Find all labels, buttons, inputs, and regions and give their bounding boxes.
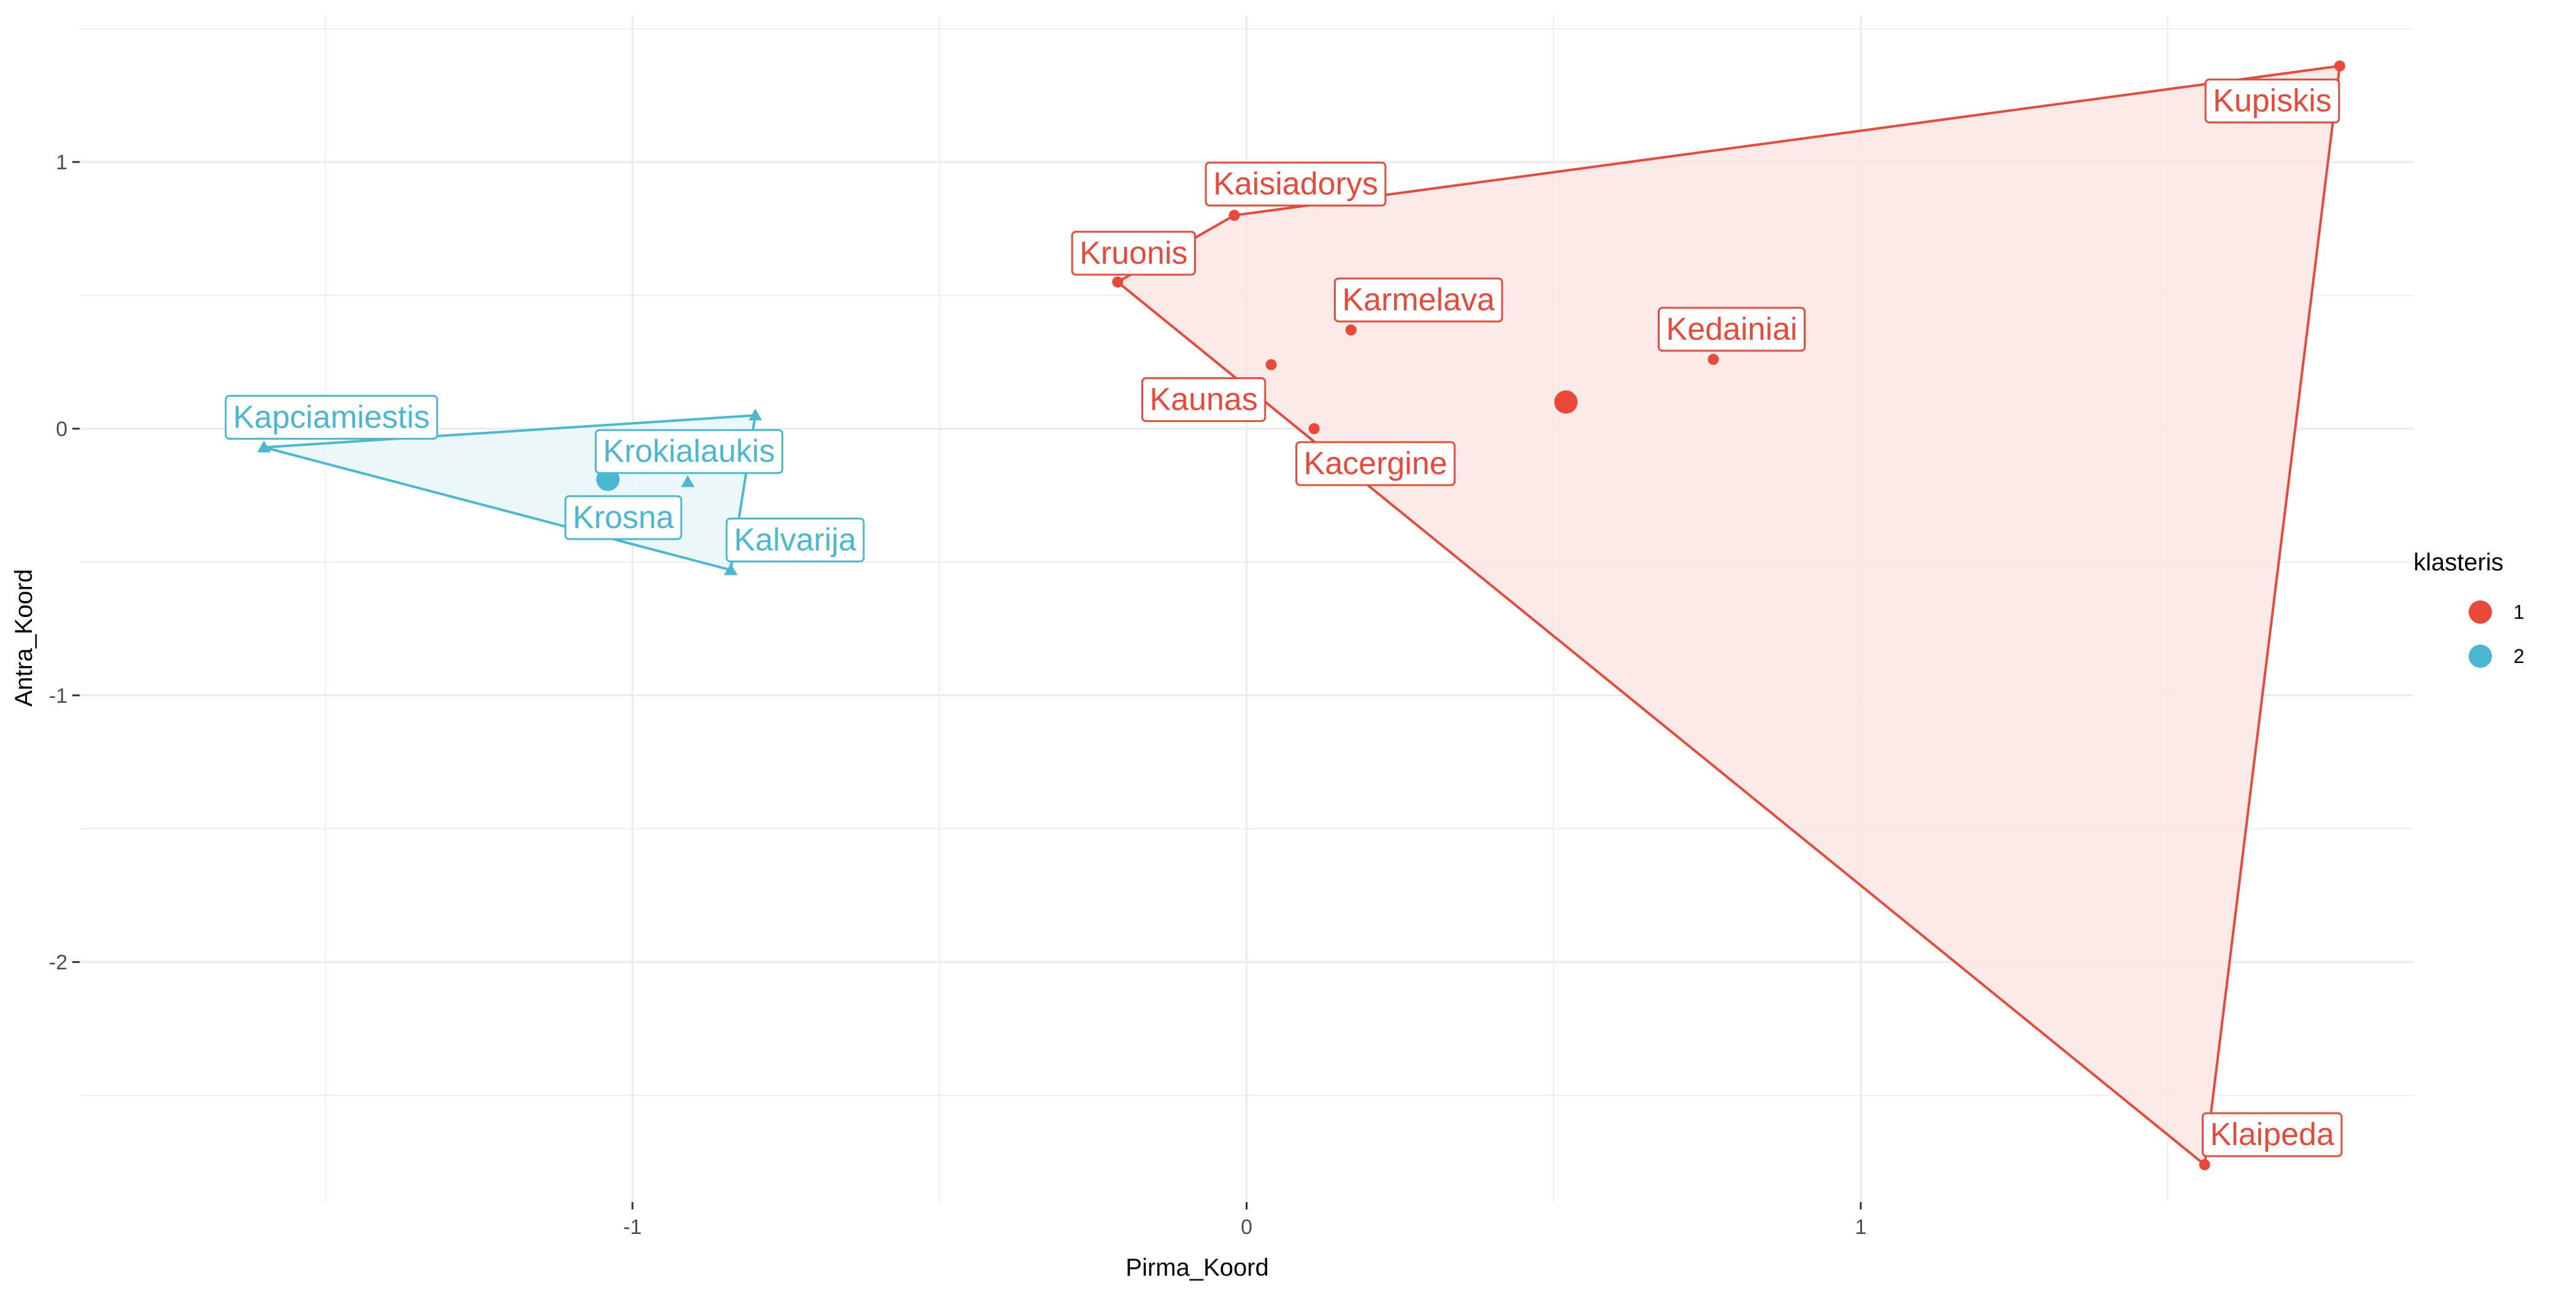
point-label-klaipeda: Klaipeda	[2201, 1112, 2343, 1157]
legend-key-2	[2469, 645, 2492, 668]
label-text: Kruonis	[1079, 236, 1187, 271]
y-tick-label: 0	[56, 418, 67, 441]
label-text: Karmelava	[1342, 282, 1495, 318]
point-label-kalvarija: Kalvarija	[726, 517, 865, 562]
point-label-krosna: Krosna	[564, 495, 683, 540]
x-tick-label: 1	[1855, 1216, 1866, 1239]
y-tick-label: -1	[49, 684, 67, 708]
data-point-kacergine	[1308, 423, 1320, 434]
label-text: Kapciamiestis	[233, 399, 430, 435]
point-label-kaisiadorys: Kaisiadorys	[1205, 161, 1387, 207]
legend-entries: 12	[2469, 600, 2524, 668]
label-box	[2204, 79, 2340, 124]
point-label-kapciamiestis: Kapciamiestis	[224, 394, 439, 440]
point-labels-layer: Kaisiadorys Kruonis Karmelava Kedainiai Kaun…	[224, 79, 2343, 1157]
cluster-1-centroid	[1554, 390, 1578, 414]
data-point-kruonis	[1112, 276, 1124, 288]
y-tick-label: 1	[56, 151, 67, 174]
point-label-kedainiai: Kedainiai	[1658, 307, 1806, 352]
label-box	[726, 517, 865, 562]
label-text: Krokialaukis	[603, 434, 775, 469]
data-point-kupiskis	[2334, 60, 2345, 72]
point-label-kacergine: Kacergine	[1295, 441, 1456, 486]
data-point-kalvarija	[724, 563, 738, 575]
y-tick-label: -2	[49, 951, 67, 975]
label-text: Kacergine	[1304, 446, 1447, 481]
label-text: Klaipeda	[2210, 1117, 2334, 1152]
label-box	[1071, 231, 1196, 276]
label-box	[1205, 161, 1387, 207]
data-point-kaisiadorys	[1229, 210, 1240, 221]
data-point-krokialaukis	[748, 408, 762, 421]
legend: klasteris 12	[2413, 549, 2524, 668]
x-tick-label: 0	[1241, 1216, 1252, 1239]
label-text: Kupiskis	[2213, 83, 2332, 119]
label-box	[1295, 441, 1456, 486]
legend-title: klasteris	[2413, 549, 2504, 576]
data-point-kedainiai	[1708, 353, 1719, 365]
data-point-kapciamiestis	[257, 440, 271, 453]
axes-layer: Pirma_Koord Antra_Koord -1 0 1 -2 -1 0 1	[10, 151, 1866, 1281]
legend-label-2: 2	[2513, 645, 2524, 667]
data-point-karmelava	[1345, 324, 1357, 336]
point-label-kupiskis: Kupiskis	[2204, 79, 2340, 124]
label-text: Kalvarija	[734, 522, 856, 557]
legend-key-1	[2469, 600, 2492, 624]
y-axis-title: Antra_Koord	[10, 569, 37, 707]
label-text: Krosna	[573, 500, 674, 535]
x-tick-label: -1	[623, 1216, 642, 1239]
label-box	[1141, 377, 1267, 423]
label-text: Kedainiai	[1666, 312, 1798, 347]
data-point-kaunas	[1265, 359, 1277, 370]
label-box	[1658, 307, 1806, 352]
x-axis-title: Pirma_Koord	[1125, 1254, 1268, 1281]
label-text: Kaunas	[1149, 382, 1257, 418]
label-box	[564, 495, 683, 540]
label-box	[2201, 1112, 2343, 1157]
point-label-kruonis: Kruonis	[1071, 231, 1196, 276]
cluster-hulls	[263, 64, 2341, 1166]
point-label-kaunas: Kaunas	[1141, 377, 1267, 423]
legend-label-1: 1	[2513, 601, 2524, 623]
point-label-karmelava: Karmelava	[1333, 277, 1503, 323]
data-point-klaipeda	[2199, 1159, 2210, 1171]
label-box	[594, 429, 784, 474]
label-box	[1333, 277, 1503, 323]
label-text: Kaisiadorys	[1213, 166, 1378, 202]
cluster-1-hull	[1116, 64, 2341, 1166]
label-box	[224, 394, 439, 440]
point-label-krokialaukis: Krokialaukis	[594, 429, 784, 474]
data-point-krosna	[681, 475, 695, 488]
